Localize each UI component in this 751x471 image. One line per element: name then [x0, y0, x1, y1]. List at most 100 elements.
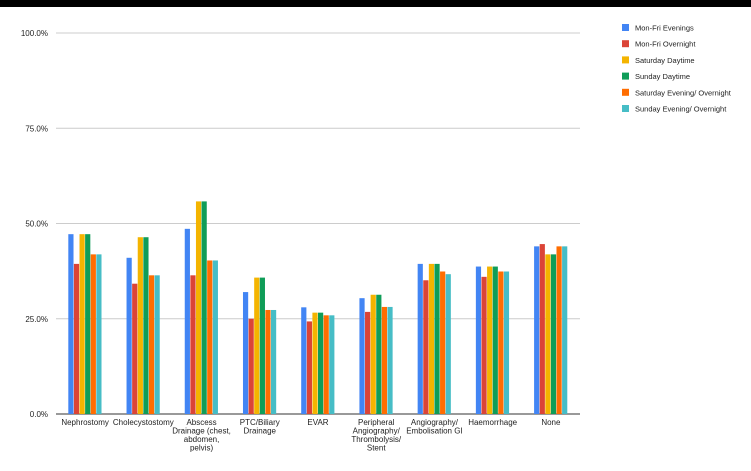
category-label-line: None: [541, 418, 561, 427]
bar: [248, 318, 254, 414]
bar: [190, 275, 196, 414]
y-tick-label: 0.0%: [30, 410, 48, 419]
bar: [370, 294, 376, 414]
bar: [259, 277, 265, 414]
category-label-line: Cholecystostomy: [113, 418, 174, 427]
category-label-line: Thrombolysis/: [351, 435, 402, 444]
bar: [242, 292, 249, 414]
bar: [79, 234, 85, 414]
bar: [423, 280, 429, 414]
bar: [143, 237, 149, 414]
category-label-line: Abscess: [186, 418, 216, 427]
legend: Mon-Fri Evenings Mon-Fri Overnight Saturda…: [622, 24, 732, 114]
bar: [556, 246, 562, 414]
category-label: Angiography/Embolisation GI: [406, 418, 462, 436]
bar: [539, 244, 545, 414]
category-label-line: Embolisation GI: [406, 427, 462, 436]
bar: [318, 312, 324, 414]
bar: [376, 294, 382, 414]
bar: [312, 312, 318, 414]
bar: [68, 234, 74, 414]
bar: [498, 271, 504, 414]
category-label-line: Stent: [367, 444, 386, 453]
bar: [481, 276, 487, 414]
category-label-line: PTC/Biliary: [240, 418, 280, 427]
legend-swatch: [622, 40, 629, 48]
bar: [381, 306, 388, 414]
bar: [492, 266, 498, 414]
bar: [329, 315, 335, 414]
category-label-line: abdomen,: [184, 435, 220, 444]
bar: [445, 274, 451, 414]
legend-swatch: [622, 56, 629, 64]
category-label-line: Nephrostomy: [61, 418, 109, 427]
category-label: PTC/Biliary Drainage: [240, 418, 280, 436]
bar: [254, 277, 260, 414]
bar: [323, 315, 329, 414]
bar: [534, 246, 540, 414]
category-label-line: Angiography/: [353, 427, 401, 436]
bar: [73, 263, 80, 414]
bar: [359, 298, 365, 414]
bar: [487, 266, 493, 414]
category-label: EVAR: [307, 418, 328, 427]
bar: [440, 271, 446, 414]
bar: [137, 237, 143, 414]
y-tick-label: 100.0%: [21, 29, 48, 38]
bar: [201, 201, 207, 414]
legend-label: Saturday Evening/ Overnight: [635, 88, 732, 97]
bar: [365, 311, 371, 414]
category-label: Nephrostomy: [61, 418, 109, 427]
bar: [184, 228, 190, 414]
bar: [270, 309, 277, 414]
bar: [126, 257, 132, 414]
legend-swatch: [622, 24, 629, 31]
bar: [132, 283, 138, 414]
bar: [85, 234, 91, 414]
bar: [428, 263, 435, 414]
y-tick-label: 50.0%: [25, 220, 48, 229]
legend-label: Sunday Daytime: [635, 72, 690, 81]
bar: [154, 275, 160, 414]
category-label-line: pelvis): [190, 444, 213, 453]
bar: [503, 271, 510, 414]
y-tick-label: 25.0%: [25, 315, 48, 324]
y-axis-ticks: 0.0% 25.0% 50.0% 75.0% 100.0%: [21, 29, 48, 419]
bar: [96, 254, 102, 414]
category-label: Cholecystostomy: [113, 418, 174, 427]
category-label-line: EVAR: [307, 418, 328, 427]
bars: [68, 201, 568, 414]
bar: [475, 266, 482, 414]
legend-label: Sunday Evening/ Overnight: [635, 105, 727, 114]
bar: [562, 246, 568, 414]
bar: [306, 321, 312, 414]
category-label: Haemorrhage: [468, 418, 517, 427]
bar: [301, 307, 307, 414]
bar-chart: 0.0% 25.0% 50.0% 75.0% 100.0% Nephrostomy Cho…: [21, 24, 732, 453]
category-label-line: Angiography/: [411, 418, 459, 427]
bar: [148, 275, 155, 414]
legend-label: Saturday Daytime: [635, 56, 695, 65]
x-axis-labels: Nephrostomy Cholecystostomy Abscess Drainag…: [61, 418, 561, 453]
bar: [387, 306, 393, 414]
category-label: Peripheral Angiography/Thrombolysis/Stent: [351, 418, 402, 453]
bar: [545, 254, 551, 414]
category-label-line: Drainage: [244, 427, 277, 436]
legend-swatch: [622, 72, 629, 80]
legend-label: Mon-Fri Overnight: [635, 40, 696, 49]
category-label-line: Haemorrhage: [468, 418, 517, 427]
bar: [417, 263, 423, 414]
bar: [550, 254, 557, 414]
chart-canvas: 0.0% 25.0% 50.0% 75.0% 100.0% Nephrostomy Cho…: [0, 7, 751, 471]
y-tick-label: 75.0%: [25, 124, 48, 133]
category-label-line: Peripheral: [358, 418, 395, 427]
bar: [90, 254, 96, 414]
legend-swatch: [622, 88, 629, 96]
category-label-line: Drainage (chest,: [172, 427, 231, 436]
category-label: Abscess Drainage (chest, abdomen, pelvis): [172, 418, 231, 453]
category-label: None: [541, 418, 561, 427]
legend-label: Mon-Fri Evenings: [635, 24, 694, 33]
legend-swatch: [622, 105, 629, 112]
bar: [434, 263, 440, 414]
bar: [207, 260, 213, 414]
